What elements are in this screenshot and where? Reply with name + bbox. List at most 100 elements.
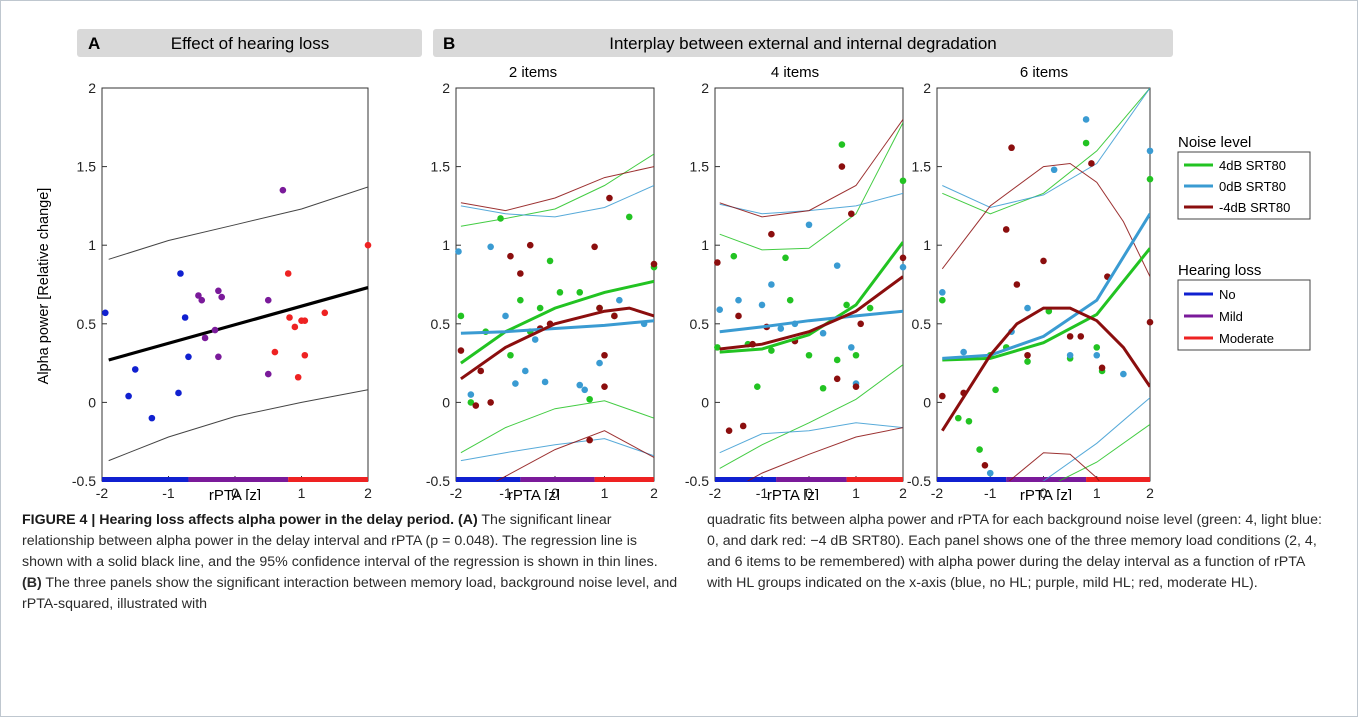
confidence-line (719, 122, 903, 251)
caption-b-label: (B) (22, 575, 42, 591)
data-point (965, 417, 973, 425)
data-point (730, 252, 738, 260)
x-tick-label: 0 (1040, 485, 1048, 500)
data-point (606, 194, 613, 202)
data-point (581, 386, 588, 394)
figure-label: FIGURE 4 | Hearing loss affects alpha po… (22, 512, 478, 528)
hl-bar-segment (102, 477, 189, 482)
fit-line (719, 309, 903, 334)
data-point (1146, 175, 1154, 183)
data-point (1077, 333, 1085, 340)
data-point (786, 296, 794, 304)
data-point (833, 375, 841, 383)
caption-text-a: The significant linear relationship betw… (22, 512, 658, 570)
x-tick-label: -1 (499, 485, 512, 500)
confidence-line (719, 422, 903, 454)
legend-noise-title: Noise level (1178, 134, 1251, 151)
data-point (148, 414, 156, 422)
panel-a-header: Effect of hearing loss (171, 34, 329, 53)
caption-left: FIGURE 4 | Hearing loss affects alpha po… (22, 510, 680, 615)
confidence-line (460, 166, 654, 212)
x-tick-label: 2 (364, 485, 372, 500)
hl-bar-segment (937, 477, 1007, 482)
data-point (650, 260, 658, 268)
data-point (768, 347, 775, 354)
legend-label-minus4db: -4dB SRT80 (1219, 200, 1290, 215)
x-tick-label: -1 (162, 485, 175, 500)
data-point (866, 304, 874, 312)
data-point (805, 351, 813, 359)
subtitle-4-items: 4 items (771, 64, 819, 81)
data-point (591, 243, 598, 251)
confidence-line (942, 88, 1150, 215)
x-tick-label: -2 (931, 485, 944, 500)
y-tick-label: 0.5 (431, 316, 451, 332)
data-point (754, 383, 761, 390)
data-point (455, 248, 462, 255)
header-bar-b (433, 29, 1173, 57)
fit-line (460, 306, 654, 381)
legend-label-4db: 4dB SRT80 (1219, 158, 1286, 173)
hl-bar-segment (715, 477, 777, 482)
data-point (1008, 144, 1015, 152)
data-point (586, 436, 593, 444)
data-point (1024, 358, 1031, 365)
legend-hl-title: Hearing loss (1178, 262, 1261, 279)
data-point (735, 296, 742, 304)
legend-label-mild: Mild (1219, 309, 1243, 324)
plot-area (455, 87, 655, 482)
data-point (321, 309, 329, 317)
x-tick-label: -2 (709, 485, 722, 500)
y-tick-label: 2 (442, 80, 450, 96)
data-point (181, 314, 189, 321)
y-tick-label: 2 (88, 80, 96, 96)
confidence-line (460, 400, 654, 454)
data-point (291, 323, 299, 331)
data-point (1040, 257, 1047, 265)
data-point (725, 427, 733, 434)
regression-line (108, 286, 369, 362)
data-point (467, 391, 475, 398)
x-axis-label-b3: rPTA [z] (1020, 487, 1072, 500)
y-axis-label: Alpha power [Relative change] (36, 188, 52, 385)
hl-bar-segment (456, 477, 521, 482)
data-point (1098, 364, 1106, 372)
data-point (301, 317, 309, 324)
data-point (177, 270, 184, 277)
data-point (848, 344, 855, 351)
confidence-line (460, 438, 654, 462)
confidence-line (719, 119, 903, 218)
data-point (467, 399, 475, 406)
data-point (517, 296, 524, 304)
data-point (215, 287, 222, 295)
panel-b-header: Interplay between external and internal … (609, 34, 997, 53)
data-point (286, 314, 293, 321)
x-tick-label: -2 (96, 485, 109, 500)
data-point (264, 296, 272, 304)
subtitle-2-items: 2 items (509, 64, 557, 81)
data-point (768, 281, 775, 288)
confidence-line (495, 430, 654, 481)
data-point (507, 351, 514, 359)
y-tick-label: 0.5 (690, 316, 710, 332)
data-point (576, 289, 584, 296)
data-point (899, 254, 907, 262)
x-tick-label: 1 (601, 485, 609, 500)
panel-b-letter: B (443, 34, 455, 53)
data-point (556, 289, 564, 296)
data-point (596, 304, 603, 312)
fit-line (460, 319, 654, 335)
data-point (819, 384, 827, 392)
data-point (611, 312, 618, 320)
fit-line (942, 213, 1150, 360)
hl-bar-segment (846, 477, 903, 482)
confidence-line (108, 186, 368, 260)
data-point (507, 252, 514, 260)
caption-right: quadratic fits between alpha power and r… (707, 512, 1322, 591)
x-tick-label: -1 (984, 485, 997, 500)
y-tick-label: 1 (923, 237, 931, 253)
data-point (284, 270, 292, 277)
y-tick-label: 0.5 (77, 316, 97, 332)
y-tick-label: 1.5 (912, 159, 932, 175)
data-point (457, 312, 465, 320)
